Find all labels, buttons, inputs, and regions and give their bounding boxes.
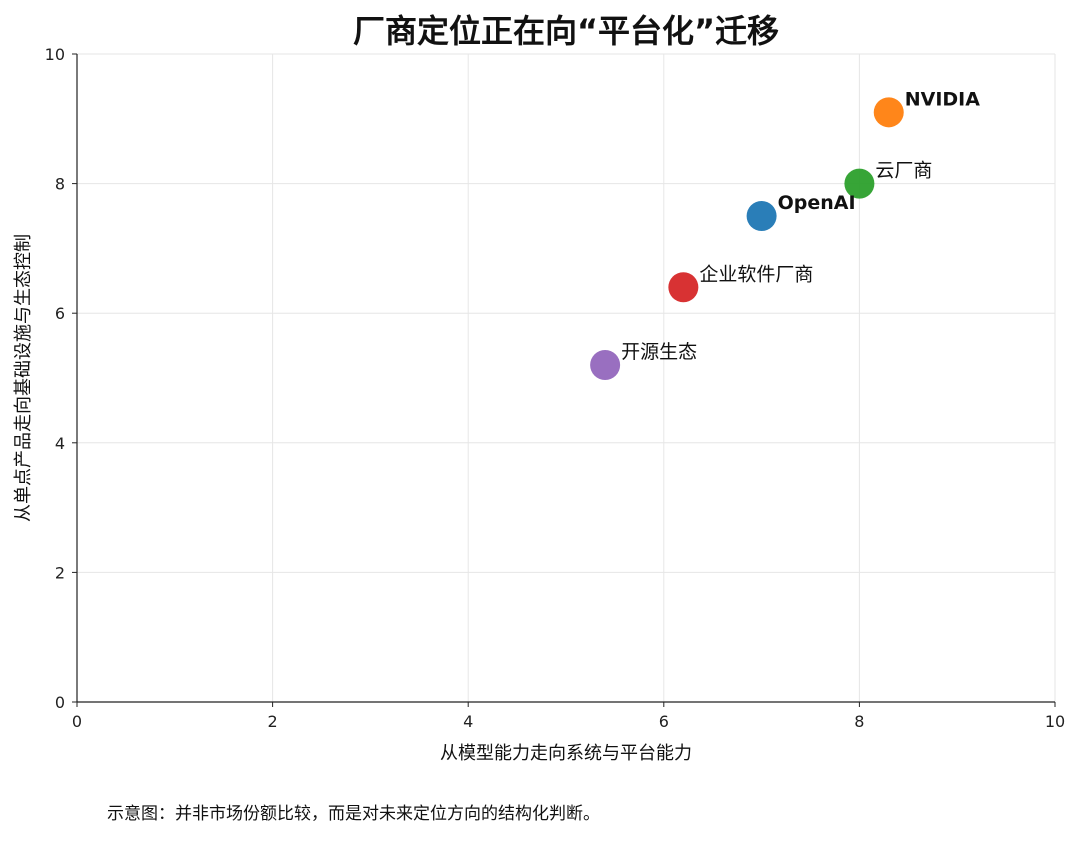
axes (76, 54, 1055, 703)
y-axis-label: 从单点产品走向基础设施与生态控制 (13, 234, 34, 522)
y-tick-label: 10 (45, 45, 65, 64)
scatter-point (746, 201, 777, 231)
x-tick-label: 10 (1045, 712, 1065, 731)
x-tick-label: 0 (72, 712, 82, 731)
x-tick-label: 4 (463, 712, 473, 731)
x-axis-label: 从模型能力走向系统与平台能力 (440, 743, 692, 764)
tick-labels: 0 2 4 6 8 10 0 2 4 6 8 10 (45, 45, 1066, 731)
x-tick-label: 2 (268, 712, 278, 731)
point-label: NVIDIA (905, 88, 981, 110)
scatter-point (844, 168, 875, 199)
y-tick-label: 6 (55, 304, 65, 323)
y-tick-label: 0 (55, 693, 65, 712)
data-points (590, 97, 904, 381)
point-label: 云厂商 (875, 160, 932, 182)
y-tick-label: 2 (55, 563, 65, 582)
point-label: 开源生态 (621, 341, 697, 363)
grid-lines (77, 53, 1056, 702)
scatter-point (873, 97, 904, 128)
chart-title: 厂商定位正在向“平台化”迁移 (353, 12, 779, 50)
x-tick-label: 8 (854, 712, 864, 731)
x-tick-label: 6 (659, 712, 669, 731)
y-tick-label: 4 (55, 434, 65, 453)
scatter-point (590, 350, 621, 381)
scatter-point (668, 272, 699, 303)
y-tick-label: 8 (55, 175, 65, 194)
point-label: OpenAI (778, 192, 856, 214)
point-label: 企业软件厂商 (699, 263, 813, 285)
chart-footnote: 示意图：并非市场份额比较，而是对未来定位方向的结构化判断。 (107, 804, 600, 824)
